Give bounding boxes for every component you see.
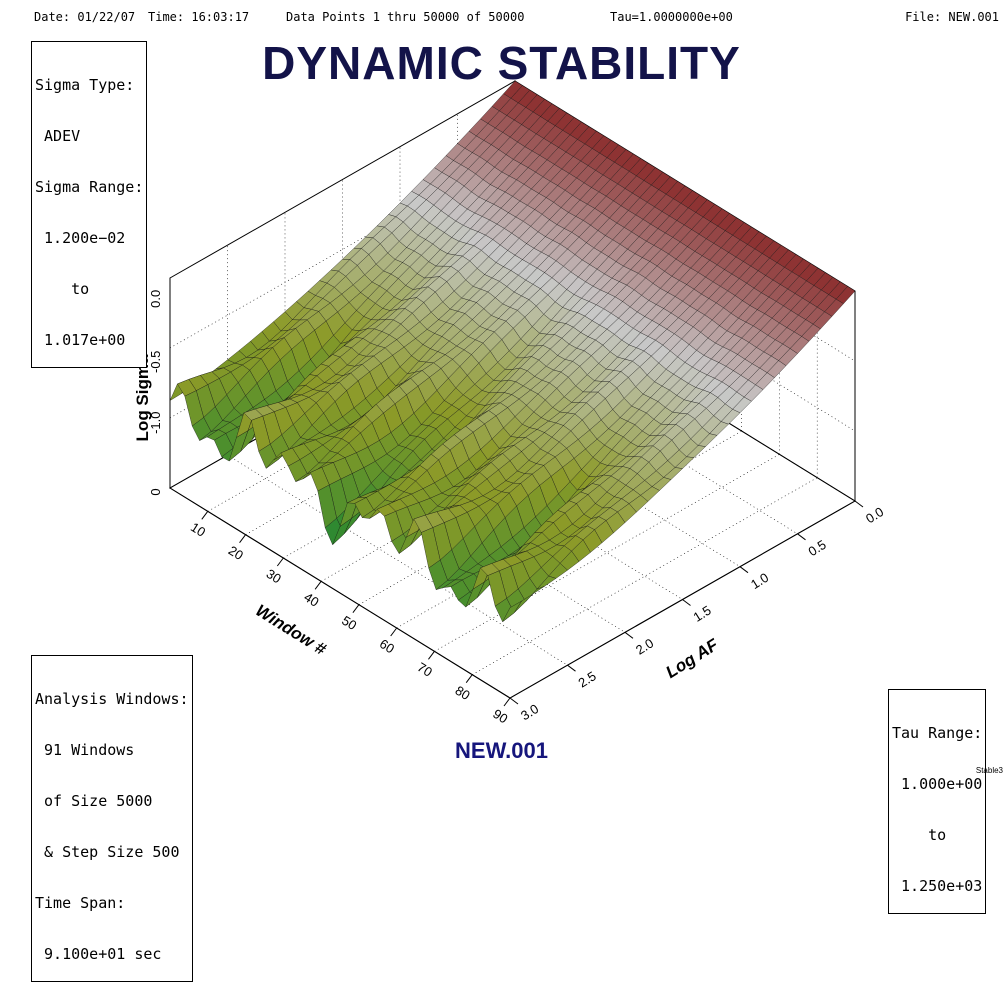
window-tick-mark	[428, 651, 435, 660]
window-tick-label: 80	[452, 683, 472, 703]
logaf-tick-mark	[854, 500, 864, 508]
logaf-tick-label: 0.5	[805, 537, 828, 559]
logaf-tick-mark	[797, 533, 806, 541]
tau-range-to: to	[892, 826, 947, 844]
file-name-label: NEW.001	[455, 738, 548, 763]
surface-facet	[502, 600, 522, 622]
header-tau: Tau=1.0000000e+00	[610, 10, 733, 24]
logaf-tick-label: 1.5	[690, 603, 713, 625]
window-tick-label: 60	[377, 636, 397, 656]
tau-range-box: Tau Range: 1.000e+00 to 1.250e+03	[888, 689, 987, 914]
tau-range-min: 1.000e+00	[892, 775, 983, 793]
log-sigma-tick-label: -0.5	[148, 351, 163, 373]
window-tick-mark	[503, 697, 511, 707]
window-tick-mark	[201, 511, 209, 520]
logaf-tick-mark	[624, 631, 634, 639]
window-tick-label: 10	[188, 519, 208, 539]
time-span-value: 9.100e+01 sec	[35, 945, 162, 963]
window-tick-label: 40	[301, 589, 321, 609]
sigma-range-max: 1.017e+00	[35, 331, 126, 349]
logaf-tick-label: 2.0	[633, 635, 656, 657]
window-tick-label: 70	[415, 659, 435, 679]
window-tick-mark	[314, 581, 322, 590]
window-tick-mark	[390, 627, 398, 637]
tau-range-max: 1.250e+03	[892, 877, 983, 895]
logaf-tick-mark	[567, 664, 576, 672]
window-tick-label: 90	[490, 706, 510, 726]
logaf-tick-label: 2.5	[575, 668, 598, 690]
log-sigma-tick-label: 0	[148, 488, 163, 495]
sigma-range-min: 1.200e−02	[35, 229, 126, 247]
header-data-points: Data Points 1 thru 50000 of 50000	[286, 10, 525, 24]
logaf-axis-title: Log AF	[662, 635, 722, 682]
window-axis-title: Window #	[252, 601, 330, 659]
surface-chart: 10 20 30 40 50 60 70 80 90 0.0 0.5 1.0 1.5 2.0 2.5 3.0 0…	[133, 80, 886, 726]
sigma-info-box: Sigma Type: ADEV Sigma Range: 1.200e−02 …	[31, 41, 148, 368]
sigma-type-value: ADEV	[35, 127, 81, 145]
page-title: DYNAMIC STABILITY	[262, 37, 741, 89]
window-tick-mark	[239, 534, 246, 543]
tau-range-label: Tau Range:	[892, 724, 983, 742]
window-tick-mark	[352, 604, 360, 613]
corner-label: Stable3	[975, 766, 1003, 775]
analysis-label: Analysis Windows:	[35, 690, 189, 708]
log-sigma-tick-label: -1.0	[148, 411, 163, 433]
header-file: File: NEW.001	[905, 10, 999, 24]
window-axis-line	[169, 487, 511, 699]
header-time: Time: 16:03:17	[148, 10, 250, 24]
window-tick-label: 30	[264, 566, 284, 586]
window-tick-label: 20	[226, 543, 246, 563]
analysis-window-size: of Size 5000	[35, 792, 153, 810]
window-tick-label: 50	[339, 613, 359, 633]
logaf-tick-label: 1.0	[748, 570, 771, 592]
logaf-tick-label: 3.0	[518, 701, 541, 723]
analysis-step-size: & Step Size 500	[35, 843, 180, 861]
logaf-tick-mark	[682, 599, 691, 606]
sigma-range-to: to	[35, 280, 90, 298]
analysis-windows-count: 91 Windows	[35, 741, 135, 759]
logaf-tick-mark	[739, 566, 749, 574]
window-tick-mark	[465, 674, 473, 683]
log-sigma-axis-title: Log Sigma	[133, 354, 152, 441]
logaf-tick-mark	[509, 697, 519, 705]
sigma-range-label: Sigma Range:	[35, 178, 144, 196]
header-date: Date: 01/22/07	[34, 10, 136, 24]
sigma-type-label: Sigma Type:	[35, 76, 135, 94]
log-sigma-tick-label: 0.0	[148, 290, 163, 308]
logaf-tick-label: 0.0	[863, 504, 886, 526]
time-span-label: Time Span:	[35, 894, 126, 912]
analysis-windows-box: Analysis Windows: 91 Windows of Size 500…	[31, 655, 193, 982]
window-tick-mark	[276, 557, 284, 567]
